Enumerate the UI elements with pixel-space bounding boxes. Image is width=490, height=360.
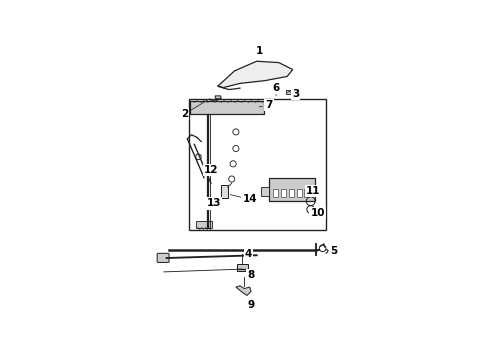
Bar <box>289 189 294 197</box>
Bar <box>220 185 227 198</box>
Text: 6: 6 <box>272 82 280 93</box>
Text: 1: 1 <box>256 46 263 56</box>
Bar <box>296 189 301 197</box>
Polygon shape <box>236 286 251 296</box>
Text: 2: 2 <box>181 109 188 119</box>
Bar <box>237 264 248 270</box>
Bar <box>273 87 278 92</box>
Bar <box>273 189 278 197</box>
Text: 5: 5 <box>331 246 338 256</box>
Bar <box>304 189 309 197</box>
Text: 13: 13 <box>206 198 221 208</box>
FancyBboxPatch shape <box>157 253 169 262</box>
Bar <box>190 100 265 114</box>
Text: 9: 9 <box>247 300 255 310</box>
Text: 11: 11 <box>306 186 321 196</box>
Text: 14: 14 <box>243 194 257 204</box>
Polygon shape <box>215 96 221 99</box>
Polygon shape <box>218 61 293 87</box>
Bar <box>196 221 212 228</box>
Text: 12: 12 <box>204 165 218 175</box>
Bar <box>189 99 326 230</box>
Bar <box>261 187 269 195</box>
Text: 10: 10 <box>310 208 325 218</box>
Polygon shape <box>212 100 217 103</box>
Text: 3: 3 <box>292 89 299 99</box>
Text: 4: 4 <box>245 249 252 259</box>
Bar <box>269 177 315 201</box>
Text: 8: 8 <box>247 270 255 280</box>
Bar <box>286 90 292 94</box>
Bar <box>281 189 286 197</box>
Text: 7: 7 <box>266 100 273 110</box>
